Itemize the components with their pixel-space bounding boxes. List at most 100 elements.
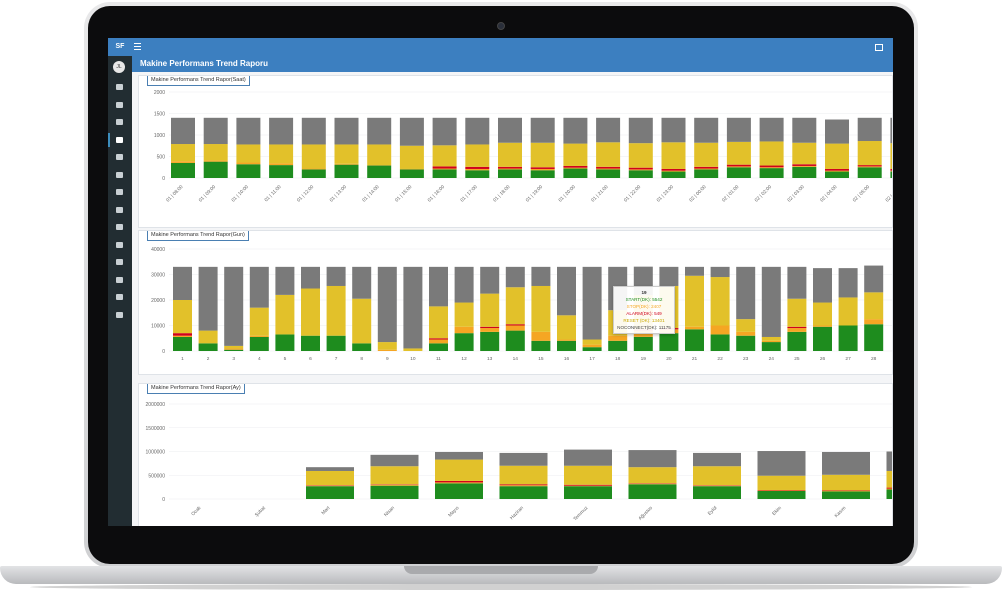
bar-segment-alarm[interactable] bbox=[792, 164, 817, 166]
bar-segment-stop[interactable] bbox=[530, 168, 555, 171]
bar-segment-noconnect[interactable] bbox=[224, 266, 244, 346]
bar-segment-noconnect[interactable] bbox=[435, 451, 483, 460]
bar-segment-start[interactable] bbox=[429, 343, 448, 351]
bar-segment-reset[interactable] bbox=[301, 144, 326, 169]
bar-segment-noconnect[interactable] bbox=[531, 266, 551, 286]
list-icon[interactable] bbox=[116, 259, 123, 265]
bar-segment-start[interactable] bbox=[171, 162, 195, 178]
bar-segment-noconnect[interactable] bbox=[171, 117, 195, 145]
bar-segment-start[interactable] bbox=[563, 168, 588, 178]
bar-segment-noconnect[interactable] bbox=[757, 451, 806, 476]
bar-segment-start[interactable] bbox=[499, 486, 548, 499]
bar-segment-alarm[interactable] bbox=[628, 167, 653, 170]
bar-segment-stop[interactable] bbox=[596, 168, 621, 170]
bar-segment-stop[interactable] bbox=[792, 165, 817, 167]
bar-segment-stop[interactable] bbox=[628, 169, 653, 171]
bar-segment-start[interactable] bbox=[224, 349, 244, 351]
bar-segment-start[interactable] bbox=[628, 484, 677, 499]
bar-segment-noconnect[interactable] bbox=[432, 117, 457, 146]
bar-segment-noconnect[interactable] bbox=[761, 266, 781, 337]
bar-segment-noconnect[interactable] bbox=[659, 266, 679, 286]
bar-segment-start[interactable] bbox=[465, 170, 490, 178]
bar-segment-start[interactable] bbox=[633, 336, 653, 351]
bar-segment-alarm[interactable] bbox=[530, 167, 555, 169]
bar-segment-start[interactable] bbox=[890, 171, 893, 178]
bar-segment-noconnect[interactable] bbox=[399, 117, 424, 146]
bar-segment-alarm[interactable] bbox=[787, 326, 807, 329]
dashboard-icon[interactable] bbox=[116, 84, 123, 90]
bar-segment-start[interactable] bbox=[454, 333, 474, 351]
bar-segment-reset[interactable] bbox=[726, 141, 751, 165]
bar-segment-stop[interactable] bbox=[249, 335, 269, 337]
bar-segment-stop[interactable] bbox=[432, 168, 457, 170]
bar-segment-reset[interactable] bbox=[557, 315, 576, 340]
bar-segment-start[interactable] bbox=[757, 490, 806, 499]
bar-segment-start[interactable] bbox=[370, 485, 419, 499]
brand-logo[interactable]: SF bbox=[115, 43, 125, 50]
bar-segment-noconnect[interactable] bbox=[377, 266, 397, 343]
bar-segment-noconnect[interactable] bbox=[429, 266, 448, 307]
bar-segment-noconnect[interactable] bbox=[269, 117, 294, 145]
bar-segment-reset[interactable] bbox=[171, 144, 195, 162]
calendar-icon[interactable] bbox=[116, 241, 123, 248]
bar-segment-stop[interactable] bbox=[759, 167, 784, 169]
bar-segment-noconnect[interactable] bbox=[370, 454, 419, 467]
bar-segment-start[interactable] bbox=[275, 334, 295, 351]
copy-icon[interactable] bbox=[116, 206, 123, 213]
bar-segment-alarm[interactable] bbox=[661, 168, 686, 171]
bar-segment-noconnect[interactable] bbox=[326, 266, 346, 286]
gear-icon[interactable] bbox=[116, 311, 123, 318]
bar-segment-reset[interactable] bbox=[661, 142, 686, 169]
bar-segment-stop[interactable] bbox=[890, 170, 893, 172]
monitor-icon[interactable] bbox=[116, 101, 123, 108]
mail-icon[interactable] bbox=[875, 44, 883, 51]
bar-segment-reset[interactable] bbox=[480, 293, 500, 327]
bar-segment-stop[interactable] bbox=[661, 170, 686, 172]
bar-segment-start[interactable] bbox=[659, 333, 679, 351]
bar-segment-start[interactable] bbox=[480, 331, 500, 351]
bar-segment-start[interactable] bbox=[173, 336, 192, 351]
bar-segment-noconnect[interactable] bbox=[864, 265, 884, 293]
bar-segment-reset[interactable] bbox=[454, 302, 474, 327]
bar-segment-start[interactable] bbox=[792, 166, 817, 178]
bar-segment-noconnect[interactable] bbox=[306, 467, 354, 471]
bar-segment-noconnect[interactable] bbox=[813, 268, 832, 303]
bar-segment-noconnect[interactable] bbox=[557, 266, 576, 316]
bar-segment-reset[interactable] bbox=[693, 466, 741, 486]
bar-segment-stop[interactable] bbox=[435, 482, 483, 484]
copy-icon[interactable] bbox=[116, 136, 123, 143]
bar-segment-noconnect[interactable] bbox=[352, 266, 372, 299]
bar-segment-reset[interactable] bbox=[530, 142, 555, 168]
bar-segment-alarm[interactable] bbox=[429, 338, 448, 340]
bar-segment-noconnect[interactable] bbox=[822, 451, 870, 475]
bar-segment-reset[interactable] bbox=[367, 144, 392, 166]
bar-segment-reset[interactable] bbox=[269, 144, 294, 164]
bar-segment-reset[interactable] bbox=[564, 465, 612, 485]
bar-segment-start[interactable] bbox=[661, 171, 686, 178]
bar-segment-stop[interactable] bbox=[505, 325, 525, 331]
bar-segment-alarm[interactable] bbox=[432, 166, 457, 169]
bar-segment-noconnect[interactable] bbox=[582, 266, 602, 340]
bar-segment-stop[interactable] bbox=[236, 162, 261, 165]
bar-segment-reset[interactable] bbox=[685, 275, 704, 327]
bar-segment-alarm[interactable] bbox=[596, 166, 621, 169]
bar-segment-stop[interactable] bbox=[608, 335, 628, 341]
bar-segment-start[interactable] bbox=[582, 347, 602, 351]
bar-segment-reset[interactable] bbox=[403, 348, 423, 351]
bar-segment-noconnect[interactable] bbox=[249, 266, 269, 308]
avatar[interactable]: JL bbox=[113, 61, 125, 73]
bar-segment-reset[interactable] bbox=[465, 144, 490, 167]
bar-segment-stop[interactable] bbox=[480, 328, 500, 332]
bar-segment-stop[interactable] bbox=[557, 339, 576, 341]
bar-segment-noconnect[interactable] bbox=[628, 450, 677, 468]
bar-segment-start[interactable] bbox=[825, 171, 849, 178]
bar-segment-stop[interactable] bbox=[685, 326, 704, 330]
bar-segment-reset[interactable] bbox=[759, 141, 784, 166]
bar-segment-stop[interactable] bbox=[498, 168, 522, 170]
bar-segment-reset[interactable] bbox=[352, 298, 372, 344]
bar-segment-start[interactable] bbox=[557, 340, 576, 351]
bar-segment-start[interactable] bbox=[864, 324, 884, 351]
bar-segment-noconnect[interactable] bbox=[198, 266, 218, 331]
bar-segment-reset[interactable] bbox=[499, 465, 548, 485]
bar-segment-start[interactable] bbox=[530, 170, 555, 178]
